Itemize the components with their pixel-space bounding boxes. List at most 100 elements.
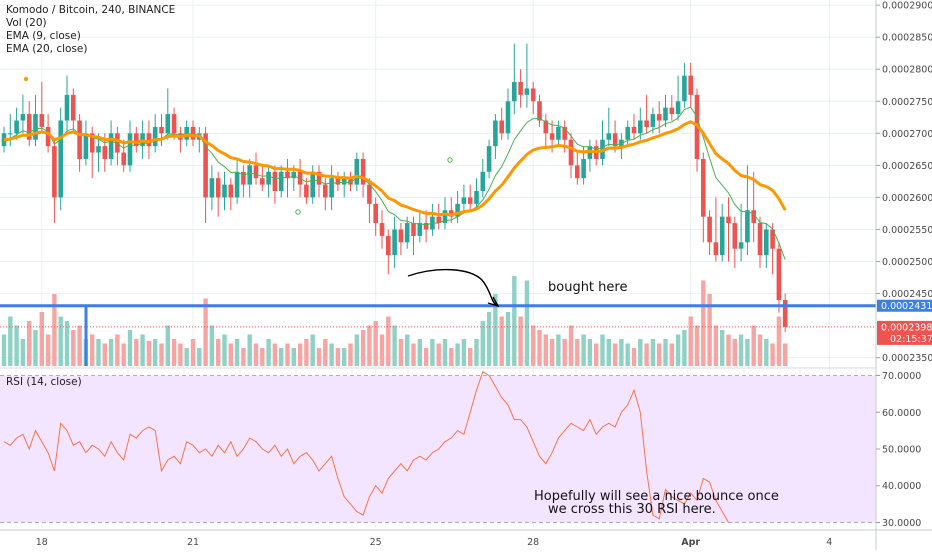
volume-bar — [203, 298, 208, 366]
volume-bar — [234, 339, 240, 366]
candle-body — [360, 158, 366, 185]
time-tick-label: 4 — [826, 537, 832, 548]
volume-bar — [386, 316, 391, 366]
annotation-bounce-line-1: Hopefully will see a nice bounce once — [534, 489, 779, 504]
volume-bar — [285, 343, 290, 366]
rsi-tick-label: 50.0000 — [882, 445, 921, 456]
volume-bar — [115, 334, 120, 366]
volume-bar — [417, 339, 422, 366]
volume-bar — [159, 343, 164, 366]
volume-bar — [241, 348, 246, 366]
candle-body — [675, 101, 681, 115]
candle-body — [83, 133, 89, 159]
volume-bar — [64, 321, 70, 366]
candle-body — [745, 210, 750, 243]
candle-body — [64, 94, 70, 121]
candle-body — [663, 107, 668, 121]
candle-body — [215, 178, 221, 198]
candle-body — [71, 94, 76, 121]
candle-body — [96, 146, 101, 153]
candle-body — [310, 171, 315, 198]
price-tick-label: 0.0002700 — [882, 129, 932, 140]
candle-body — [612, 133, 618, 147]
volume-bar — [323, 339, 328, 366]
volume-bar — [197, 348, 202, 366]
volume-bar — [556, 334, 561, 366]
volume-bar — [474, 339, 479, 366]
volume-bar — [33, 330, 38, 366]
candle-body — [606, 133, 612, 140]
candle-body — [386, 235, 391, 256]
volume-bar — [77, 325, 82, 366]
volume-bar — [153, 339, 158, 366]
candle-body — [719, 216, 725, 256]
time-tick-label: Apr — [681, 537, 700, 548]
ema9-line — [3, 106, 786, 260]
candle-body — [442, 210, 448, 224]
volume-bar — [783, 343, 788, 366]
volume-bar — [587, 339, 593, 366]
candle-body — [656, 114, 662, 121]
rsi-legend: RSI (14, close) — [6, 376, 82, 388]
time-tick-label: 21 — [187, 537, 199, 548]
price-tick-label: 0.0002550 — [882, 225, 932, 236]
candle-body — [134, 133, 139, 147]
candle-body — [575, 165, 580, 179]
time-tick-label: 18 — [36, 537, 48, 548]
volume-bar — [663, 339, 668, 366]
volume-bar — [720, 330, 725, 366]
volume-bar — [335, 348, 341, 366]
candle-body — [650, 114, 656, 127]
candle-body — [738, 242, 744, 249]
candle-body — [417, 223, 423, 236]
volume-bar — [631, 348, 637, 366]
candle-body — [20, 114, 26, 121]
volume-bar — [184, 348, 189, 366]
candle-body — [499, 120, 504, 134]
candle-body — [127, 133, 133, 166]
candle-body — [33, 114, 38, 140]
volume-bar — [726, 334, 731, 366]
ema-marker — [295, 209, 301, 215]
volume-bar — [316, 348, 322, 366]
volume-bar — [455, 343, 460, 366]
volume-bar — [650, 339, 656, 366]
volume-bar — [398, 339, 404, 366]
candle-body — [316, 171, 322, 185]
volume-bar — [449, 348, 454, 366]
drawn-arrow-curve — [407, 268, 499, 307]
volume-bar — [600, 334, 605, 366]
volume-bar — [253, 343, 259, 366]
candle-body — [146, 133, 152, 147]
volume-bar — [480, 321, 485, 366]
candle-body — [329, 178, 334, 198]
volume-bar — [745, 339, 750, 366]
countdown-label: 02:15:37 — [890, 334, 932, 345]
volume-bar — [71, 330, 76, 366]
volume-bar — [549, 339, 555, 366]
volume-bar — [272, 343, 278, 366]
candle-body — [354, 158, 360, 185]
volume-bar — [329, 343, 334, 366]
volume-bar — [291, 348, 296, 366]
candle-body — [518, 82, 523, 95]
volume-bar — [373, 321, 378, 366]
volume-bar — [638, 339, 643, 366]
candle-body — [260, 178, 265, 185]
last-price-tag — [877, 320, 932, 345]
price-tick-label: 0.0002900 — [882, 1, 932, 12]
volume-bar — [493, 294, 498, 366]
price-tick-label: 0.0002800 — [882, 65, 932, 76]
volume-bar — [121, 343, 126, 366]
volume-bar — [518, 316, 523, 366]
candle-body — [45, 126, 51, 147]
candle-body — [348, 178, 353, 185]
candle-body — [631, 126, 637, 134]
volume-bar — [486, 312, 492, 366]
volume-bar — [392, 325, 397, 366]
candle-body — [108, 133, 114, 159]
candle-body — [764, 229, 769, 256]
candle-body — [474, 191, 479, 204]
